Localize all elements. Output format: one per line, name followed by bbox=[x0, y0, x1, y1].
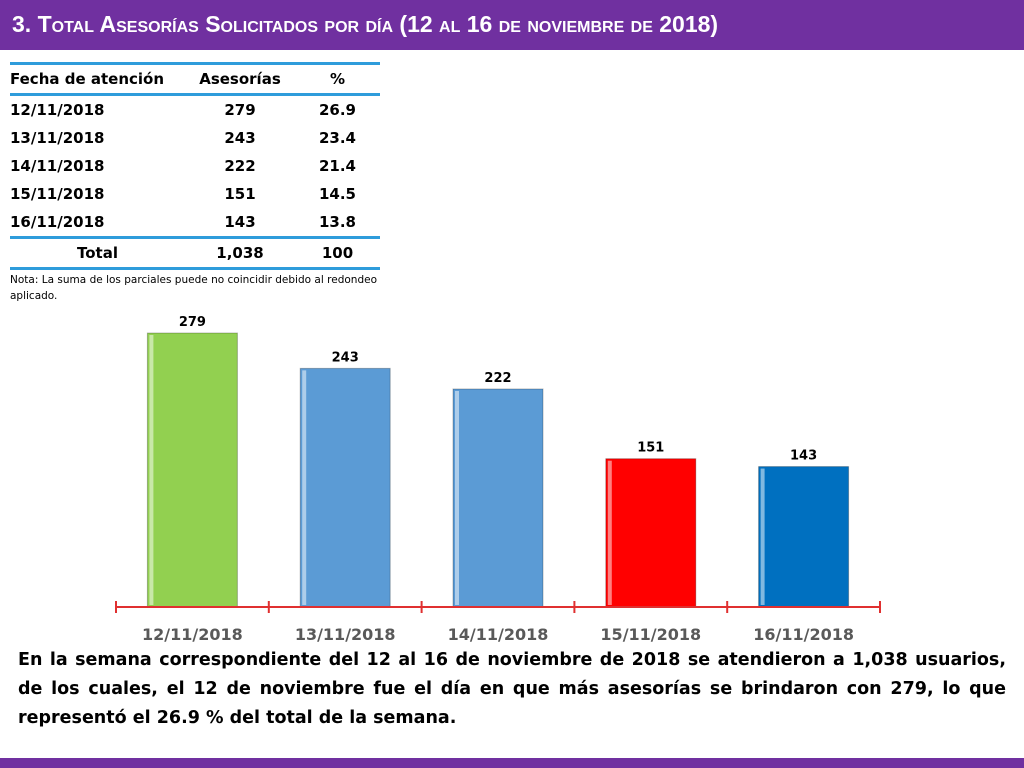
data-label: 222 bbox=[484, 371, 511, 386]
bar-highlight bbox=[149, 335, 154, 605]
cell-date: 15/11/2018 bbox=[10, 185, 105, 203]
bar-chart: 279 12/11/2018 243 13/11/2018 222 14/11/2018 1… bbox=[115, 315, 881, 644]
data-label: 279 bbox=[179, 315, 206, 330]
header-bar: 3. Total Asesorías Solicitados por día (… bbox=[0, 0, 1024, 50]
cell-count: 151 bbox=[224, 185, 256, 203]
slide-title: 3. Total Asesorías Solicitados por día (… bbox=[12, 11, 719, 37]
cell-percent: 23.4 bbox=[318, 129, 356, 147]
data-label: 243 bbox=[332, 350, 359, 365]
x-tick-label: 12/11/2018 bbox=[142, 625, 243, 644]
table-row: 12/11/2018 279 26.9 bbox=[10, 95, 380, 125]
column-header-count: Asesorías bbox=[185, 62, 295, 96]
cell-count: 243 bbox=[224, 129, 256, 147]
cell-count: 279 bbox=[224, 101, 256, 119]
bar-highlight bbox=[302, 370, 307, 605]
cell-date: 12/11/2018 bbox=[10, 101, 105, 119]
cell-percent: 21.4 bbox=[318, 157, 356, 175]
cell-date: 16/11/2018 bbox=[10, 213, 105, 231]
bar-14/11/2018 bbox=[452, 388, 544, 608]
x-tick-label: 14/11/2018 bbox=[448, 625, 549, 644]
total-percent: 100 bbox=[295, 236, 380, 270]
column-header-date: Fecha de atención bbox=[10, 62, 185, 96]
bar-13/11/2018 bbox=[299, 367, 391, 608]
table-note: Nota: La suma de los parciales puede no … bbox=[10, 274, 377, 302]
bar-series bbox=[146, 332, 850, 608]
cell-percent: 13.8 bbox=[318, 213, 356, 231]
summary-table: Fecha de atención Asesorías % 12/11/2018… bbox=[10, 62, 380, 270]
x-tick-label: 16/11/2018 bbox=[753, 625, 854, 644]
summary-paragraph: En la semana correspondiente del 12 al 1… bbox=[18, 650, 1006, 728]
bar-12/11/2018 bbox=[146, 332, 238, 608]
cell-count: 143 bbox=[224, 213, 256, 231]
table-header-row: Fecha de atención Asesorías % bbox=[10, 62, 380, 96]
cell-percent: 26.9 bbox=[318, 101, 356, 119]
table-total-row: Total 1,038 100 bbox=[10, 236, 380, 270]
bar-highlight bbox=[607, 460, 612, 605]
cell-count: 222 bbox=[224, 157, 256, 175]
total-label: Total bbox=[10, 236, 185, 270]
table-row: 14/11/2018 222 21.4 bbox=[10, 152, 380, 180]
bar-highlight bbox=[760, 468, 765, 605]
total-count: 1,038 bbox=[185, 236, 295, 270]
bar-16/11/2018 bbox=[758, 466, 850, 608]
bar-highlight bbox=[455, 390, 459, 605]
table-row: 16/11/2018 143 13.8 bbox=[10, 208, 380, 238]
footer-bar bbox=[0, 758, 1024, 768]
cell-date: 14/11/2018 bbox=[10, 157, 105, 175]
data-label: 151 bbox=[637, 441, 664, 456]
bar-15/11/2018 bbox=[605, 458, 697, 608]
table-row: 13/11/2018 243 23.4 bbox=[10, 124, 380, 152]
table-row: 15/11/2018 151 14.5 bbox=[10, 180, 380, 208]
cell-percent: 14.5 bbox=[318, 185, 356, 203]
column-header-percent: % bbox=[295, 62, 380, 96]
x-tick-label: 13/11/2018 bbox=[295, 625, 396, 644]
cell-date: 13/11/2018 bbox=[10, 129, 105, 147]
data-label: 143 bbox=[790, 449, 817, 464]
x-tick-label: 15/11/2018 bbox=[600, 625, 701, 644]
